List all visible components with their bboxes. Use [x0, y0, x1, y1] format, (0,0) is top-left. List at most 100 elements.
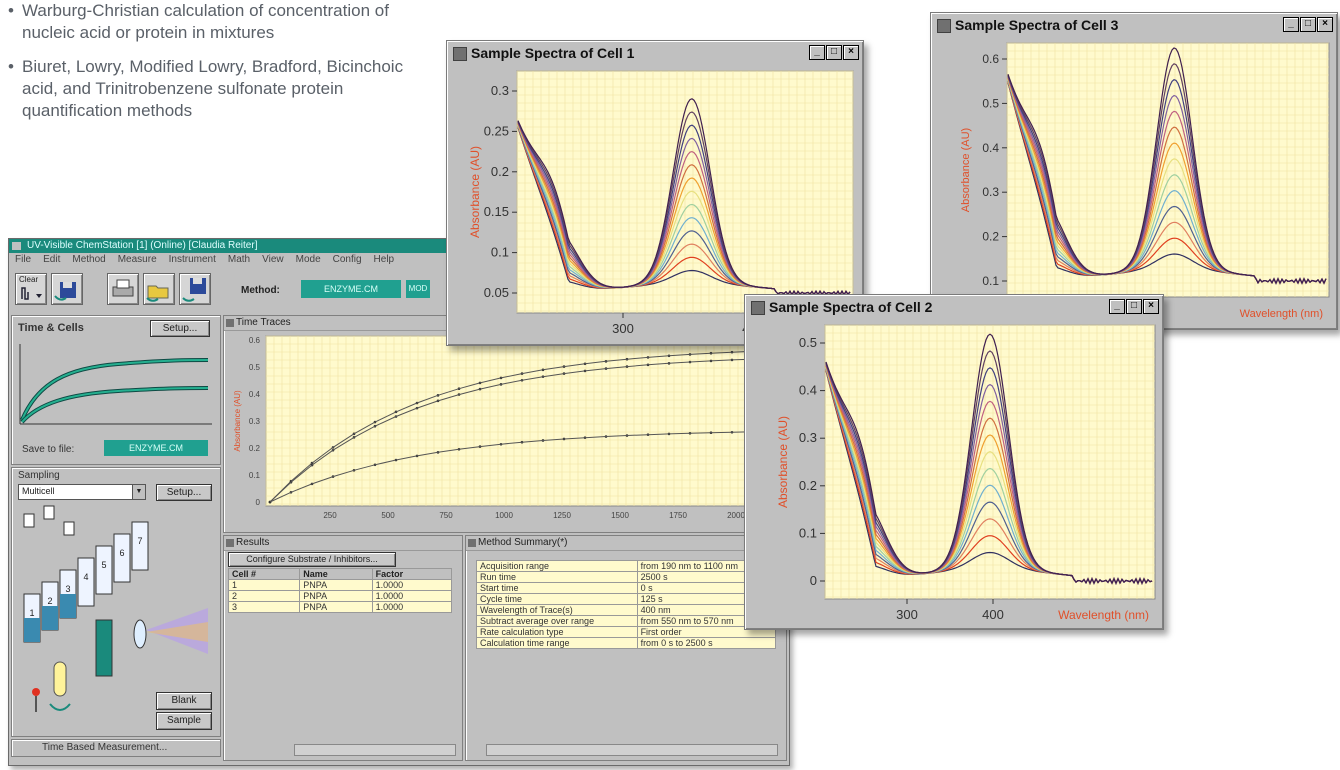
- bullet-protein-methods: Biuret, Lowry, Modified Lowry, Bradford,…: [8, 56, 428, 122]
- time-cells-title: Time & Cells: [18, 322, 84, 334]
- multicell-diagram: 1 2 3 4 5 6 7: [23, 505, 208, 712]
- configure-substrate-button[interactable]: Configure Substrate / Inhibitors...: [228, 552, 396, 567]
- cell-name: PNPA: [299, 601, 373, 613]
- save-method-button[interactable]: [179, 273, 211, 305]
- maximize-icon[interactable]: □: [826, 45, 842, 60]
- chevron-down-icon[interactable]: ▼: [132, 485, 145, 499]
- window-icon: [226, 539, 234, 547]
- y-tick-label: 0.2: [491, 164, 509, 179]
- y-tick-label: 0.2: [249, 444, 261, 453]
- clear-button[interactable]: Clear: [15, 273, 47, 305]
- app-icon: [12, 242, 21, 250]
- column-name: Name: [299, 568, 373, 580]
- summary-key: Start time: [476, 582, 638, 594]
- cell-id: 3: [227, 601, 301, 613]
- summary-key: Acquisition range: [476, 560, 638, 572]
- toolbar: Clear: [11, 269, 787, 311]
- time-cells-graph: [19, 344, 212, 425]
- x-tick-label: 1500: [611, 511, 629, 520]
- results-table: Cell # Name Factor 1 PNPA 1.0000 2 PNPA …: [227, 568, 453, 613]
- print-button[interactable]: [107, 273, 139, 305]
- table-row[interactable]: 1 PNPA 1.0000: [227, 579, 453, 591]
- time-traces-title: Time Traces: [236, 317, 291, 328]
- minimize-icon[interactable]: _: [1283, 17, 1299, 32]
- chemstation-window: UV-Visible ChemStation [1] (Online) [Cla…: [8, 238, 790, 766]
- cell-number-1: 1: [29, 608, 34, 618]
- spectra-plot-cell-2: 0.5 0.4 0.3 0.2 0.1 0 300 400 Absorbance (AU) Wav…: [776, 324, 1156, 622]
- results-title: Results: [236, 537, 270, 548]
- spectra-window-cell-2: Sample Spectra of Cell 2 _ □ × 0.5 0.4 0.3…: [744, 294, 1164, 630]
- x-tick-label: 300: [612, 321, 634, 336]
- feature-bullets: Warburg-Christian calculation of concent…: [8, 0, 428, 134]
- menu-bar: File Edit Method Measure Instrument Math…: [9, 253, 789, 267]
- sampling-mode-value: Multicell: [22, 486, 55, 496]
- y-axis-label: Absorbance (AU): [468, 146, 482, 238]
- results-panel: Results Configure Substrate / Inhibitors…: [223, 535, 463, 761]
- y-tick-label: 0.4: [249, 390, 261, 399]
- save-file-field[interactable]: ENZYME.CM: [104, 440, 208, 456]
- menu-math[interactable]: Math: [227, 254, 251, 265]
- y-tick-label: 0: [810, 573, 817, 588]
- blank-button[interactable]: Blank: [156, 692, 212, 710]
- menu-file[interactable]: File: [15, 254, 32, 265]
- close-icon[interactable]: ×: [1317, 17, 1333, 32]
- method-name-field[interactable]: ENZYME.CM: [301, 280, 401, 298]
- method-summary-title: Method Summary(*): [478, 537, 568, 548]
- time-traces-plot: 0.6 0.5 0.4 0.3 0.2 0.1 0 250 500 750 1000 1250 1500…: [233, 335, 777, 520]
- spectra-plot-cell-3: 0.60.50.40.30.20.1400Absorbance (AU)Wave…: [960, 42, 1330, 320]
- menu-mode[interactable]: Mode: [295, 254, 321, 265]
- cell-factor: 1.0000: [371, 590, 453, 602]
- window-icon: [226, 319, 234, 327]
- table-row[interactable]: 3 PNPA 1.0000: [227, 601, 453, 613]
- time-traces-panel: Time Traces 0.6 0.5 0.4 0.3 0.2 0.1 0 250 500 750…: [223, 315, 787, 533]
- y-tick-label: 0.3: [799, 430, 817, 445]
- y-tick-label: 0.5: [799, 335, 817, 350]
- results-scrollbar[interactable]: [294, 744, 456, 756]
- open-method-button[interactable]: [143, 273, 175, 305]
- menu-instrument[interactable]: Instrument: [168, 254, 216, 265]
- close-icon[interactable]: ×: [1143, 299, 1159, 314]
- summary-key: Subtract average over range: [476, 615, 638, 627]
- trace-line: [269, 431, 775, 503]
- spectra-title-bar: Sample Spectra of Cell 2 _ □ ×: [747, 297, 1161, 317]
- window-icon: [453, 47, 467, 61]
- column-factor: Factor: [371, 568, 453, 580]
- maximize-icon[interactable]: □: [1126, 299, 1142, 314]
- status-panel: Time Based Measurement...: [11, 739, 221, 757]
- status-text: Time Based Measurement...: [42, 742, 168, 753]
- spectrum-line: [517, 98, 851, 297]
- summary-value: from 0 s to 2500 s: [636, 637, 777, 649]
- menu-help[interactable]: Help: [373, 254, 395, 265]
- summary-value: from 550 nm to 570 nm: [636, 615, 777, 627]
- x-tick-label: 250: [323, 511, 337, 520]
- summary-row: Rate calculation type First order: [476, 626, 777, 638]
- sampling-setup-button[interactable]: Setup...: [156, 484, 212, 501]
- close-icon[interactable]: ×: [843, 45, 859, 60]
- cell-number-6: 6: [119, 548, 124, 558]
- column-cell: Cell #: [227, 568, 301, 580]
- minimize-icon[interactable]: _: [809, 45, 825, 60]
- method-summary-table: Acquisition range from 190 nm to 1100 nm …: [476, 560, 777, 649]
- table-row[interactable]: 2 PNPA 1.0000: [227, 590, 453, 602]
- cell-number-7: 7: [137, 536, 142, 546]
- y-tick-label: 0.2: [799, 478, 817, 493]
- app-title: UV-Visible ChemStation [1] (Online) [Cla…: [27, 240, 258, 251]
- menu-method[interactable]: Method: [72, 254, 106, 265]
- menu-config[interactable]: Config: [332, 254, 362, 265]
- cell-number-4: 4: [83, 572, 88, 582]
- menu-edit[interactable]: Edit: [43, 254, 61, 265]
- y-tick-label: 0.1: [799, 525, 817, 540]
- menu-measure[interactable]: Measure: [117, 254, 157, 265]
- sample-button[interactable]: Sample: [156, 712, 212, 730]
- y-tick-label: 0.5: [249, 363, 261, 372]
- spectra-window-cell-3: Sample Spectra of Cell 3 _ □ × 0.6 0.5 0.4…: [930, 12, 1338, 330]
- disk-icon: [54, 282, 76, 301]
- time-setup-button[interactable]: Setup...: [150, 320, 210, 337]
- sampling-mode-select[interactable]: Multicell ▼: [18, 484, 146, 500]
- maximize-icon[interactable]: □: [1300, 17, 1316, 32]
- save-button[interactable]: [51, 273, 83, 305]
- menu-view[interactable]: View: [262, 254, 284, 265]
- summary-scrollbar[interactable]: [486, 744, 778, 756]
- x-tick-label: 1750: [669, 511, 687, 520]
- minimize-icon[interactable]: _: [1109, 299, 1125, 314]
